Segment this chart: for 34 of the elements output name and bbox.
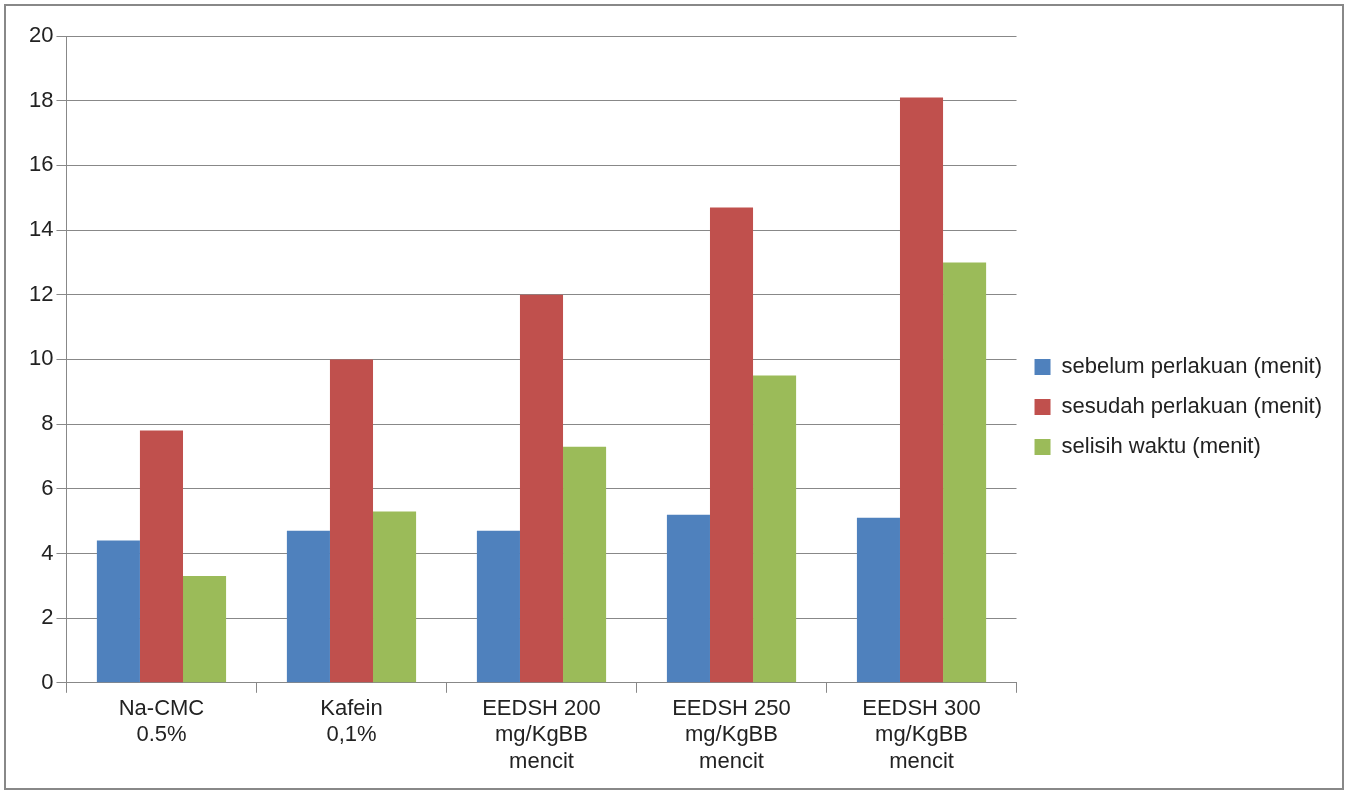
bar — [753, 375, 797, 683]
x-tick-label: EEDSH 300 mg/KgBB mencit — [862, 695, 981, 773]
y-tick-label: 8 — [41, 410, 54, 436]
bar — [183, 576, 227, 683]
x-tick-label: EEDSH 250 mg/KgBB mencit — [672, 695, 791, 773]
legend-label: selisih waktu (menit) — [1061, 433, 1261, 459]
legend-label: sebelum perlakuan (menit) — [1061, 353, 1322, 379]
bar — [96, 540, 140, 683]
bar — [373, 511, 417, 683]
legend-label: sesudah perlakuan (menit) — [1061, 393, 1323, 419]
y-tick-label: 2 — [41, 604, 54, 630]
bar — [666, 514, 710, 683]
bar — [563, 446, 607, 683]
y-tick-label: 18 — [28, 86, 54, 112]
x-tick-label: Kafein 0,1% — [320, 695, 383, 747]
bar — [943, 262, 987, 683]
bar — [899, 97, 944, 683]
x-tick-label: Na-CMC 0.5% — [118, 695, 205, 747]
y-tick-label: 20 — [28, 22, 54, 48]
bar — [139, 430, 184, 683]
bar — [519, 294, 564, 683]
y-tick-label: 16 — [28, 151, 54, 177]
y-tick-label: 10 — [28, 345, 54, 371]
bar — [476, 530, 520, 683]
bar — [329, 359, 374, 683]
y-tick-label: 14 — [28, 216, 54, 242]
bar — [709, 207, 754, 683]
bar — [286, 530, 330, 683]
y-tick-label: 12 — [28, 280, 54, 306]
x-tick-label: EEDSH 200 mg/KgBB mencit — [482, 695, 601, 773]
y-tick-label: 6 — [41, 474, 54, 500]
y-tick-label: 0 — [41, 668, 54, 694]
bar — [856, 517, 900, 683]
y-tick-label: 4 — [41, 539, 54, 565]
